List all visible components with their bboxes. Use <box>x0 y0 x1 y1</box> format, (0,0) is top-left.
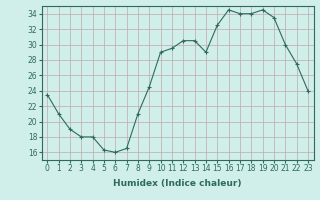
X-axis label: Humidex (Indice chaleur): Humidex (Indice chaleur) <box>113 179 242 188</box>
